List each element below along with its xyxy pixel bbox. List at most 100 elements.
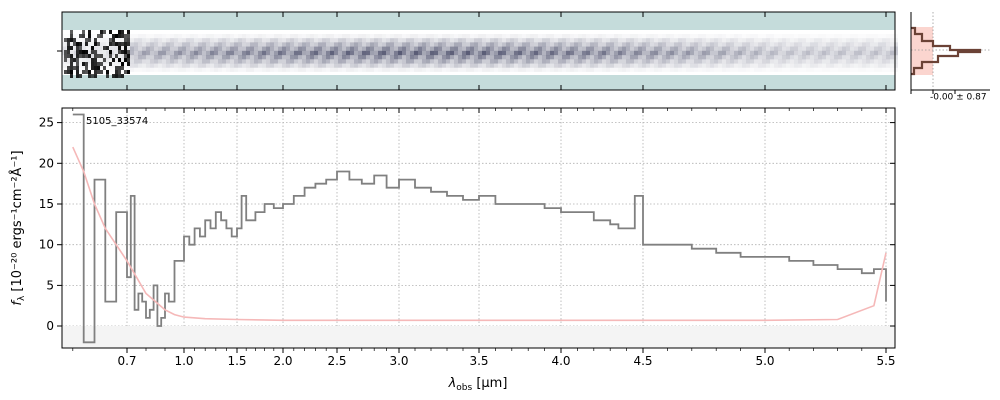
spectrum-2d-pixel <box>674 34 678 38</box>
spectrum-2d-pixel <box>198 46 202 51</box>
spectrum-2d-pixel <box>266 50 270 56</box>
spectrum-2d-pixel <box>850 59 854 64</box>
spectrum-2d-pixel <box>770 59 774 64</box>
spectrum-2d-pixel <box>746 38 750 43</box>
spectrum-2d-pixel <box>882 63 886 68</box>
spectrum-2d-pixel <box>258 63 262 68</box>
spectrum-2d-pixel <box>806 46 810 51</box>
spectrum-2d-pixel <box>102 38 106 43</box>
spectrum-2d-noise <box>124 38 127 42</box>
spectrum-2d-pixel <box>466 55 470 60</box>
x-axis-label-unit: [μm] <box>472 376 507 391</box>
spectrum-2d-pixel <box>710 42 714 47</box>
spectrum-2d-noise <box>70 62 73 66</box>
spectrum-2d-pixel <box>394 50 398 56</box>
spectrum-2d-noise <box>124 42 127 46</box>
spectrum-2d-pixel <box>794 46 798 51</box>
spectrum-2d-pixel <box>142 67 146 72</box>
spectrum-2d-pixel <box>190 34 194 39</box>
spectrum-2d-pixel <box>318 50 322 56</box>
spectrum-2d-noise <box>121 34 124 38</box>
spectrum-2d-pixel <box>174 59 178 64</box>
spectrum-2d-pixel <box>370 38 374 43</box>
spectrum-2d-pixel <box>890 46 894 51</box>
spectrum-2d-pixel <box>766 68 770 72</box>
spectrum-2d-pixel <box>222 38 226 43</box>
spectrum-2d-noise <box>88 70 91 74</box>
spectrum-2d-pixel <box>854 46 858 51</box>
spectrum-2d-pixel <box>278 55 282 60</box>
spectrum-2d-pixel <box>634 67 638 72</box>
spectrum-2d-pixel <box>638 63 642 68</box>
spectrum-2d-pixel <box>238 42 242 47</box>
spectrum-2d-pixel <box>306 67 310 72</box>
spectrum-2d-pixel <box>74 34 78 38</box>
spectrum-2d-noise <box>124 46 127 50</box>
spectrum-2d-pixel <box>546 50 550 56</box>
spectrum-2d-pixel <box>290 42 294 47</box>
spectrum-2d-pixel <box>498 34 502 39</box>
spectrum-2d-pixel <box>826 34 830 38</box>
spectrum-2d-pixel <box>150 42 154 47</box>
spectrum-2d-pixel <box>458 34 462 39</box>
spectrum-2d-pixel <box>522 63 526 68</box>
spectrum-2d-pixel <box>782 42 786 47</box>
spectrum-2d-pixel <box>162 59 166 64</box>
spectrum-2d-pixel <box>530 59 534 64</box>
spectrum-2d-pixel <box>198 63 202 68</box>
spectrum-2d-pixel <box>146 67 150 72</box>
spectrum-2d-pixel <box>302 46 306 51</box>
spectrum-2d-pixel <box>266 34 270 39</box>
spectrum-2d-pixel <box>146 34 150 38</box>
spectrum-2d-pixel <box>422 67 426 72</box>
spectrum-2d-pixel <box>422 50 426 56</box>
spectrum-2d-pixel <box>402 34 406 39</box>
spectrum-2d-pixel <box>294 67 298 72</box>
spectrum-2d-pixel <box>610 55 614 60</box>
spectrum-2d-pixel <box>586 34 590 39</box>
spectrum-2d-pixel <box>454 55 458 60</box>
spectrum-2d-pixel <box>194 34 198 39</box>
spectrum-2d-pixel <box>858 46 862 51</box>
spectrum-2d-pixel <box>190 50 194 56</box>
spectrum-2d-pixel <box>166 46 170 51</box>
spectrum-2d-pixel <box>750 63 754 68</box>
spectrum-2d-pixel <box>394 46 398 51</box>
spectrum-2d-pixel <box>350 59 354 64</box>
spectrum-2d-pixel <box>526 55 530 60</box>
spectrum-2d-pixel <box>502 50 506 56</box>
spectrum-2d-pixel <box>522 34 526 39</box>
spectrum-2d-pixel <box>258 38 262 43</box>
spectrum-2d-pixel <box>590 34 594 39</box>
spectrum-2d-noise <box>127 30 130 34</box>
spectrum-2d-pixel <box>550 38 554 43</box>
spectrum-2d-pixel <box>402 67 406 72</box>
spectrum-2d-pixel <box>854 59 858 64</box>
spectrum-2d-pixel <box>778 68 782 72</box>
spectrum-2d-pixel <box>386 59 390 64</box>
spectrum-2d-pixel <box>130 63 134 68</box>
spectrum-2d-pixel <box>594 50 598 56</box>
spectrum-2d-pixel <box>118 63 122 68</box>
spectrum-2d-pixel <box>182 55 186 60</box>
spectrum-2d-noise <box>73 66 76 70</box>
spectrum-2d-pixel <box>146 38 150 43</box>
spectrum-2d-pixel <box>818 68 822 72</box>
spectrum-2d-pixel <box>134 59 138 64</box>
spectrum-2d-pixel <box>658 63 662 68</box>
spectrum-2d-pixel <box>66 34 70 38</box>
spectrum-2d-pixel <box>82 46 86 51</box>
spectrum-2d-pixel <box>334 38 338 43</box>
spectrum-2d-pixel <box>130 34 134 38</box>
spectrum-2d-pixel <box>574 63 578 68</box>
spectrum-2d-pixel <box>482 55 486 60</box>
spectrum-2d-pixel <box>718 63 722 68</box>
spectrum-2d-pixel <box>286 38 290 43</box>
spectrum-2d-pixel <box>114 59 118 64</box>
spectrum-2d-pixel <box>454 59 458 64</box>
spectrum-2d-pixel <box>786 59 790 64</box>
spectrum-2d-pixel <box>714 34 718 39</box>
spectrum-2d-pixel <box>614 59 618 64</box>
spectrum-2d-pixel <box>346 59 350 64</box>
